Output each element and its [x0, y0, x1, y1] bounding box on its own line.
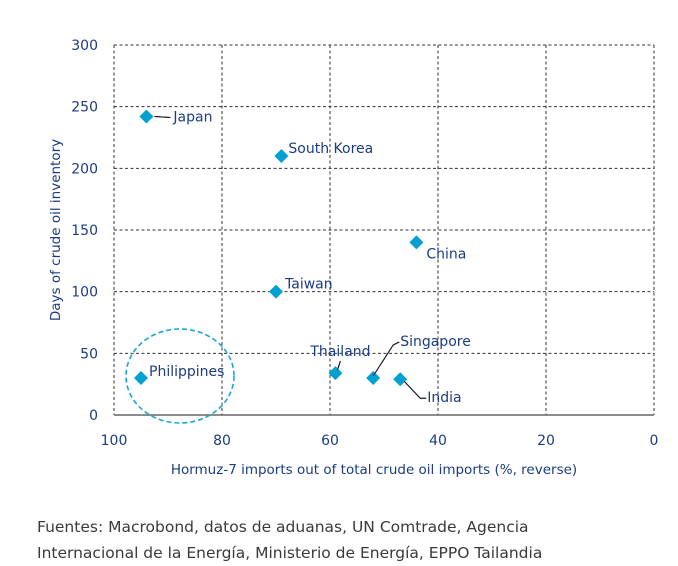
y-axis-title: Days of crude oil inventory — [48, 139, 64, 321]
point-taiwan: Taiwan — [269, 277, 333, 299]
x-tick-label: 60 — [321, 433, 339, 449]
point-japan: Japan — [139, 109, 212, 126]
x-tick-label: 100 — [101, 433, 128, 449]
data-label: South Korea — [288, 141, 373, 157]
point-china: China — [409, 235, 466, 262]
y-tick-label: 50 — [80, 346, 98, 362]
leader-line-overlay — [154, 116, 171, 119]
diamond-marker — [366, 371, 381, 385]
leader-line-overlay — [403, 380, 427, 399]
diamond-marker — [139, 109, 154, 124]
point-thailand: Thailand — [309, 344, 370, 381]
grid — [113, 44, 655, 416]
data-label: China — [426, 246, 466, 262]
data-label: Taiwan — [284, 277, 333, 293]
point-south-korea: South Korea — [274, 141, 373, 163]
data-label: Thailand — [309, 344, 370, 360]
y-tick-label: 250 — [71, 100, 98, 116]
leader-line-overlay — [372, 341, 400, 377]
source-line-1: Fuentes: Macrobond, datos de aduanas, UN… — [37, 518, 529, 536]
x-tick-label: 0 — [650, 433, 659, 449]
point-philippines: Philippines — [134, 364, 224, 385]
diamond-marker — [269, 284, 283, 299]
diamond-marker — [328, 366, 343, 381]
source-line-2: Internacional de la Energía, Ministerio … — [37, 544, 543, 562]
annotations — [125, 328, 235, 424]
data-label: Singapore — [400, 334, 471, 350]
x-tick-label: 40 — [429, 433, 447, 449]
leader-line — [403, 380, 427, 399]
x-axis-title: Hormuz-7 imports out of total crude oil … — [171, 462, 577, 478]
diamond-marker — [409, 235, 424, 250]
leader-line — [372, 341, 400, 377]
leader-line-overlay — [336, 360, 341, 371]
y-tick-label: 200 — [71, 161, 98, 177]
y-tick-label: 300 — [71, 38, 98, 54]
y-tick-label: 100 — [71, 285, 98, 301]
x-tick-label: 20 — [537, 433, 555, 449]
data-points: Japan South Korea China Taiwan Philippines Th… — [134, 109, 471, 406]
highlight-ellipse — [125, 328, 235, 424]
x-tick-label: 80 — [213, 433, 231, 449]
diamond-marker — [134, 371, 148, 385]
data-label: Japan — [172, 110, 212, 126]
y-tick-label: 150 — [71, 223, 98, 239]
diamond-marker — [274, 149, 289, 163]
data-label: Philippines — [149, 364, 224, 380]
diamond-marker — [393, 372, 408, 387]
point-india: India — [393, 372, 462, 406]
point-singapore: Singapore — [366, 334, 471, 385]
data-label: India — [427, 390, 461, 406]
source-footer: Fuentes: Macrobond, datos de aduanas, UN… — [37, 514, 657, 566]
y-tick-label: 0 — [89, 408, 98, 424]
